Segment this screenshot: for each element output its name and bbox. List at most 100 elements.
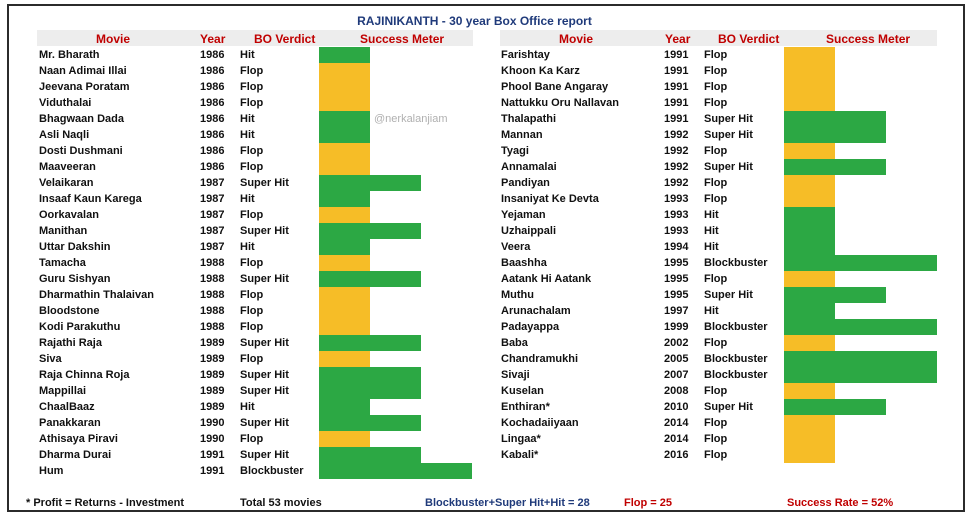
movie-title: Bloodstone xyxy=(39,305,100,317)
success-meter-bar xyxy=(319,431,370,447)
success-meter-bar xyxy=(784,271,835,287)
success-meter-bar xyxy=(784,351,937,367)
movie-year: 1995 xyxy=(664,273,689,285)
success-meter-bar xyxy=(319,463,472,479)
movie-year: 1988 xyxy=(200,257,225,269)
success-meter-bar xyxy=(784,47,835,63)
bo-verdict: Super Hit xyxy=(704,129,753,141)
bo-verdict: Flop xyxy=(704,177,728,189)
movie-title: Guru Sishyan xyxy=(39,273,111,285)
bo-verdict: Flop xyxy=(704,273,728,285)
bo-verdict: Flop xyxy=(704,337,728,349)
success-meter-bar xyxy=(784,159,886,175)
movie-title: Athisaya Piravi xyxy=(39,433,118,445)
report-frame xyxy=(7,4,965,512)
bo-verdict: Flop xyxy=(240,289,264,301)
success-meter-bar xyxy=(784,415,835,431)
movie-year: 1992 xyxy=(664,177,689,189)
movie-year: 1986 xyxy=(200,145,225,157)
movie-year: 2016 xyxy=(664,449,689,461)
success-meter-bar xyxy=(784,63,835,79)
movie-year: 1987 xyxy=(200,209,225,221)
movie-title: Jeevana Poratam xyxy=(39,81,130,93)
bo-verdict: Flop xyxy=(704,417,728,429)
movie-title: Uttar Dakshin xyxy=(39,241,111,253)
movie-title: Farishtay xyxy=(501,49,550,61)
bo-verdict: Super Hit xyxy=(240,273,289,285)
bo-verdict: Super Hit xyxy=(240,177,289,189)
success-meter-bar xyxy=(319,47,370,63)
movie-title: Muthu xyxy=(501,289,534,301)
movie-year: 1991 xyxy=(200,449,225,461)
movie-title: Oorkavalan xyxy=(39,209,99,221)
bo-verdict: Flop xyxy=(704,449,728,461)
movie-title: Tamacha xyxy=(39,257,86,269)
bo-verdict: Flop xyxy=(240,161,264,173)
movie-title: Dharmathin Thalaivan xyxy=(39,289,154,301)
bo-verdict: Flop xyxy=(704,193,728,205)
bo-verdict: Hit xyxy=(704,225,719,237)
success-meter-bar xyxy=(784,255,937,271)
success-meter-bar xyxy=(784,175,835,191)
left-header-band xyxy=(37,30,473,46)
movie-title: Raja Chinna Roja xyxy=(39,369,130,381)
movie-title: Dharma Durai xyxy=(39,449,112,461)
bo-verdict: Flop xyxy=(240,433,264,445)
bo-verdict: Flop xyxy=(240,65,264,77)
success-meter-bar xyxy=(784,431,835,447)
bo-verdict: Flop xyxy=(240,305,264,317)
movie-year: 1992 xyxy=(664,161,689,173)
movie-year: 1999 xyxy=(664,321,689,333)
success-meter-bar xyxy=(784,95,835,111)
right-header-verdict: BO Verdict xyxy=(718,32,780,46)
bo-verdict: Flop xyxy=(240,97,264,109)
movie-title: Hum xyxy=(39,465,64,477)
movie-title: Nattukku Oru Nallavan xyxy=(501,97,619,109)
movie-title: Thalapathi xyxy=(501,113,557,125)
footer-rate: Success Rate = 52% xyxy=(787,497,894,509)
bo-verdict: Flop xyxy=(704,145,728,157)
movie-title: Kabali* xyxy=(501,449,539,461)
footer-flops: Flop = 25 xyxy=(624,497,672,509)
success-meter-bar xyxy=(319,159,370,175)
movie-year: 1987 xyxy=(200,177,225,189)
success-meter-bar xyxy=(319,223,421,239)
success-meter-bar xyxy=(319,335,421,351)
movie-year: 1989 xyxy=(200,401,225,413)
success-meter-bar xyxy=(319,207,370,223)
success-meter-bar xyxy=(319,319,370,335)
success-meter-bar xyxy=(784,383,835,399)
success-meter-bar xyxy=(319,447,421,463)
left-header-meter: Success Meter xyxy=(360,32,445,46)
success-meter-bar xyxy=(784,319,937,335)
movie-year: 2007 xyxy=(664,369,689,381)
footer-total: Total 53 movies xyxy=(240,497,322,509)
bo-verdict: Flop xyxy=(704,49,728,61)
movie-year: 1988 xyxy=(200,289,225,301)
movie-title: Kodi Parakuthu xyxy=(39,321,121,333)
bo-verdict: Blockbuster xyxy=(704,321,768,333)
left-header-verdict: BO Verdict xyxy=(254,32,316,46)
movie-title: Padayappa xyxy=(501,321,560,333)
movie-title: Mr. Bharath xyxy=(39,49,100,61)
movie-title: Rajathi Raja xyxy=(39,337,102,349)
bo-verdict: Super Hit xyxy=(240,417,289,429)
movie-year: 1987 xyxy=(200,193,225,205)
right-header-movie: Movie xyxy=(559,32,594,46)
success-meter-bar xyxy=(319,111,370,127)
movie-title: Yejaman xyxy=(501,209,546,221)
success-meter-bar xyxy=(784,127,886,143)
bo-verdict: Flop xyxy=(240,257,264,269)
movie-year: 2008 xyxy=(664,385,689,397)
success-meter-bar xyxy=(319,303,370,319)
success-meter-bar xyxy=(784,223,835,239)
success-meter-bar xyxy=(319,95,370,111)
report-title: RAJINIKANTH - 30 year Box Office report xyxy=(357,14,592,28)
success-meter-bar xyxy=(319,351,370,367)
movie-year: 1988 xyxy=(200,273,225,285)
movie-title: Baashha xyxy=(501,257,547,269)
movie-title: Veera xyxy=(501,241,531,253)
movie-year: 1995 xyxy=(664,289,689,301)
movie-title: Velaikaran xyxy=(39,177,94,189)
